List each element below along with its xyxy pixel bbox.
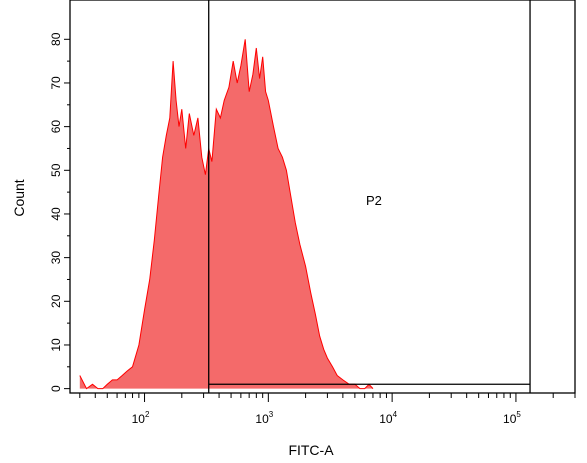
y-tick-label: 70 bbox=[49, 76, 63, 90]
x-tick-label: 104 bbox=[379, 410, 397, 426]
y-tick-label: 80 bbox=[49, 32, 63, 46]
y-tick-label: 60 bbox=[49, 120, 63, 134]
x-tick-label: 103 bbox=[255, 410, 273, 426]
y-tick-label: 40 bbox=[49, 207, 63, 221]
y-tick-label: 20 bbox=[49, 294, 63, 308]
gate-label-p2: P2 bbox=[366, 193, 382, 208]
histogram-outline-series-0 bbox=[79, 39, 374, 390]
x-tick-label: 105 bbox=[503, 410, 521, 426]
y-tick-label: 10 bbox=[49, 338, 63, 352]
y-tick-label: 30 bbox=[49, 251, 63, 265]
plot-frame bbox=[69, 0, 576, 394]
x-tick-label: 102 bbox=[132, 410, 150, 426]
y-tick-label: 50 bbox=[49, 163, 63, 177]
histogram-fill-series-0 bbox=[79, 39, 374, 389]
y-tick-label: 0 bbox=[49, 385, 63, 392]
y-axis-title: Count bbox=[11, 179, 27, 216]
histogram-layer bbox=[79, 39, 374, 390]
gate-layer bbox=[208, 0, 531, 393]
axis-layer: 0 10 20 30 40 50 60 70 80 102 103 104 105 bbox=[49, 0, 576, 426]
x-axis-title: FITC-A bbox=[288, 442, 334, 458]
